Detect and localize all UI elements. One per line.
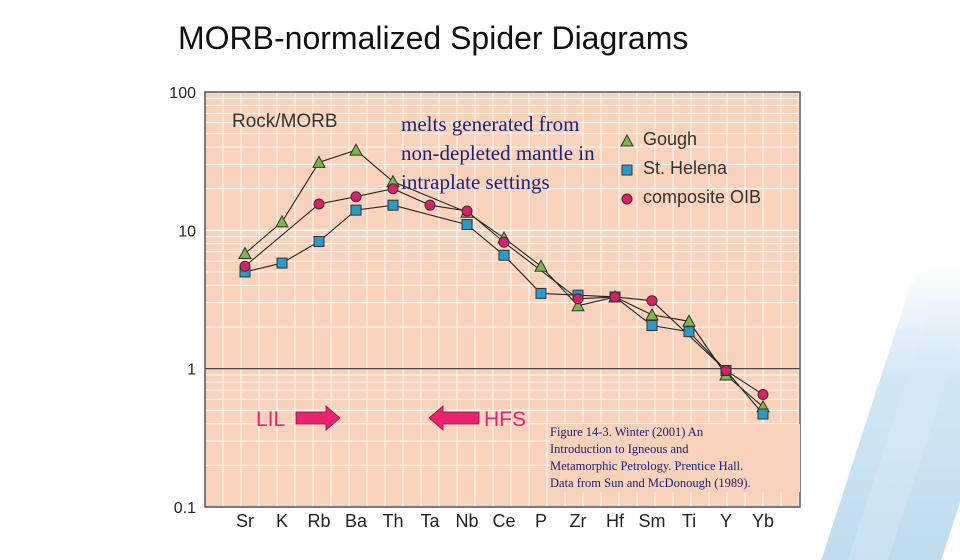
x-tick-label: Yb [752,511,774,531]
data-point-composite-oib [646,295,658,307]
grid-lines [205,92,800,508]
data-point-st-helena [646,320,658,332]
x-tick-label: K [276,511,288,531]
left-arrow-icon [428,405,480,431]
lil-label: LIL [256,408,285,431]
y-tick-label: 100 [169,85,196,102]
series-lines [244,149,764,415]
legend-label: St. Helena [643,158,728,178]
data-point-composite-oib [313,198,325,210]
caption-line: Introduction to Igneous and [550,442,689,456]
series-line-composite-oib [244,188,764,396]
data-point-gough [534,259,548,272]
data-point-gough [275,214,289,228]
data-point-composite-oib [498,236,510,248]
annotation-line: melts generated from [401,112,580,136]
slide-title: MORB-normalized Spider Diagrams [178,20,689,56]
series-line-gough [244,149,764,408]
x-tick-label: Sm [639,511,666,531]
series-line-st-helena [244,204,764,415]
data-point-st-helena [313,236,325,248]
x-tick-label: Ta [420,511,440,531]
data-point-composite-oib [609,291,621,303]
y-tick-label: 10 [178,223,196,240]
x-tick-label: Rb [307,511,330,531]
x-tick-label: Y [720,511,732,531]
y-axis-label: Rock/MORB [232,111,338,132]
annotation-line: intraplate settings [401,170,550,194]
data-point-composite-oib [572,293,584,305]
data-point-composite-oib [757,389,769,401]
data-point-st-helena [498,249,510,261]
data-point-composite-oib [350,191,362,203]
data-point-st-helena [276,257,288,269]
x-tick-label: Nb [455,511,478,531]
plot-frame [204,91,801,508]
x-tick-label: Ti [682,511,696,531]
data-point-composite-oib [720,364,732,376]
y-tick-label: 1 [187,362,196,379]
data-point-composite-oib [239,260,251,272]
x-tick-label: Th [382,511,403,531]
legend-marker [621,164,633,176]
data-point-composite-oib [387,183,399,195]
legend-marker [621,193,633,205]
data-point-gough [645,307,659,321]
x-tick-label: Sr [236,511,254,531]
spider-diagram-chart: 100 10 1 0.1 Rock/MORB Sr K Rb Ba Th Ta Nb Ce P Zr Hf… [169,85,801,531]
y-axis-ticks: 100 10 1 0.1 [169,85,196,517]
data-point-gough [349,143,363,156]
legend-label: Gough [643,129,697,149]
x-tick-label: Ba [345,511,368,531]
figure-caption: Figure 14-3. Winter (2001) An Introducti… [550,424,800,492]
legend: Gough St. Helena composite OIB [620,129,761,207]
legend-label: composite OIB [643,187,761,207]
data-point-composite-oib [461,205,473,217]
hfs-label: HFS [484,408,526,431]
data-point-st-helena [387,199,399,211]
right-arrow-icon [295,405,341,431]
x-tick-label: P [535,511,547,531]
data-point-st-helena [535,287,547,299]
x-tick-label: Zr [570,511,587,531]
caption-line: Figure 14-3. Winter (2001) An [550,425,704,439]
legend-marker [620,133,634,147]
x-axis-categories: Sr K Rb Ba Th Ta Nb Ce P Zr Hf Sm Ti Y Yb [236,511,774,531]
series-markers [238,143,770,420]
caption-line: Data from Sun and McDonough (1989). [550,476,751,490]
data-point-composite-oib [424,199,436,211]
data-point-gough [571,298,585,312]
x-tick-label: Hf [606,511,625,531]
data-point-st-helena [757,408,769,420]
annotation-line: non-depleted mantle in [401,141,595,165]
annotation-text: melts generated from non-depleted mantle… [401,110,595,197]
data-point-st-helena [683,326,695,338]
data-point-gough [238,246,252,260]
y-tick-label: 0.1 [174,500,196,517]
data-point-st-helena [461,219,473,231]
data-point-gough [312,155,326,168]
x-tick-label: Ce [492,511,515,531]
caption-line: Metamorphic Petrology. Prentice Hall. [550,459,744,473]
lil-hfs-arrows: LIL HFS [256,405,526,431]
data-point-st-helena [350,204,362,216]
